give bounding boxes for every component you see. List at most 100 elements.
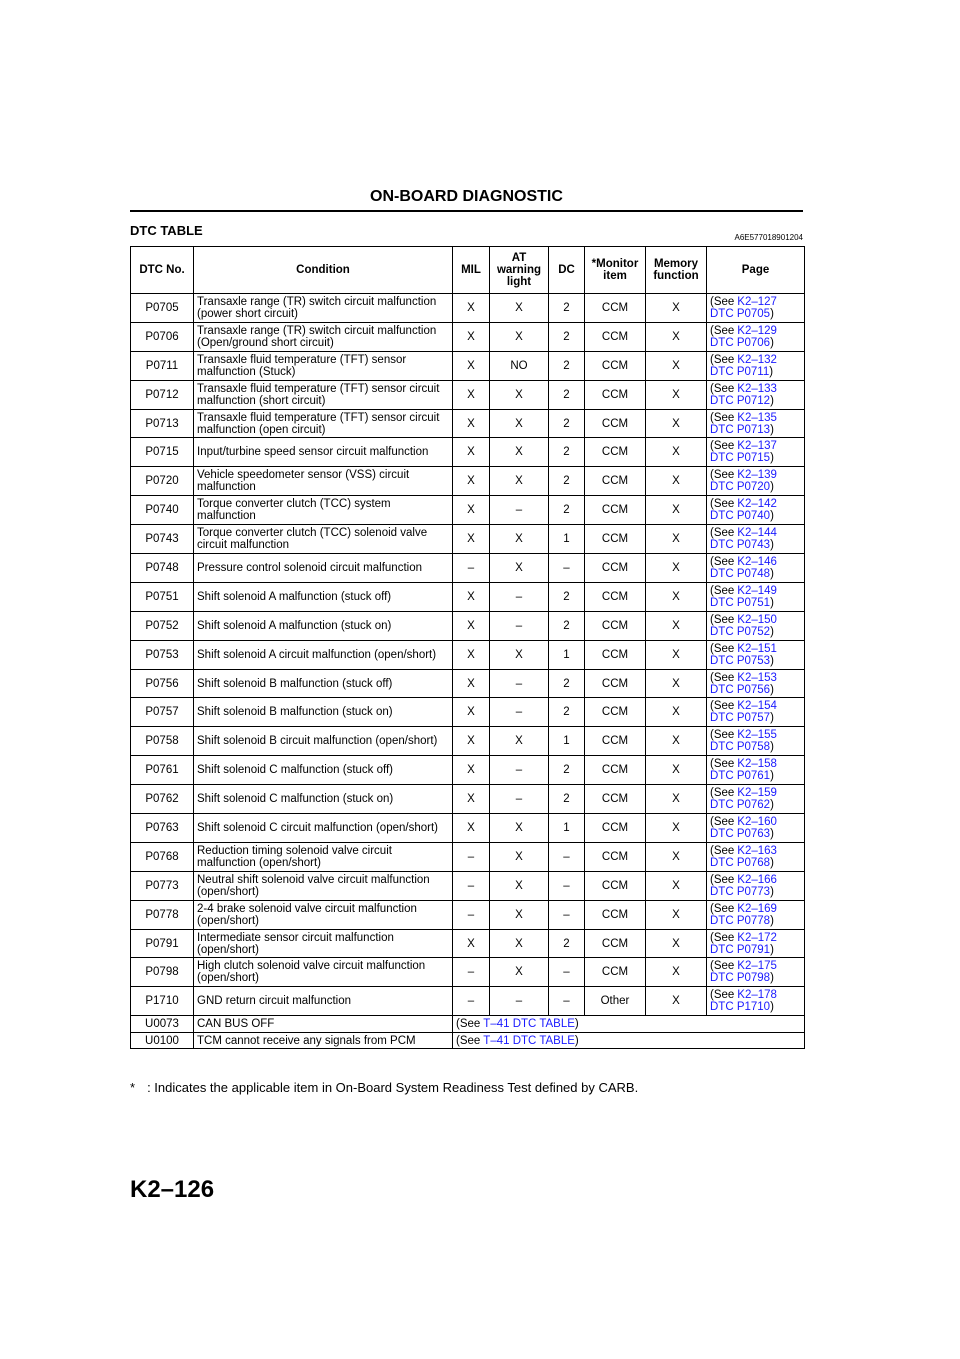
page-link[interactable]: K2–127 — [737, 295, 777, 308]
table-row: P0757 Shift solenoid B malfunction (stuck… — [130, 697, 805, 728]
page-link[interactable]: K2–149 — [737, 584, 777, 597]
condition-cell: Transaxle fluid temperature (TFT) sensor… — [193, 379, 453, 410]
value-cell: 1 — [548, 813, 585, 843]
page-link[interactable]: DTC P0705 — [710, 307, 771, 320]
page-link[interactable]: DTC P0748 — [710, 567, 771, 580]
value-cell: – — [489, 610, 549, 641]
page-link[interactable]: K2–137 — [737, 440, 777, 453]
page-link[interactable]: K2–151 — [737, 642, 777, 655]
dtc-cell: P0758 — [130, 726, 194, 757]
page-link[interactable]: DTC P0740 — [710, 510, 771, 523]
value-cell: X — [645, 293, 707, 323]
page-link[interactable]: K2–135 — [737, 411, 777, 424]
page-link[interactable]: K2–159 — [737, 787, 777, 800]
value-cell: X — [489, 293, 549, 323]
page-link[interactable]: DTC P0712 — [710, 394, 771, 407]
page-link[interactable]: DTC P0768 — [710, 856, 771, 869]
page-link[interactable]: DTC P0756 — [710, 683, 771, 696]
table-row: P0740 Torque converter clutch (TCC) syste… — [130, 495, 805, 526]
value-cell: – — [548, 899, 585, 930]
page-link[interactable]: K2–144 — [737, 527, 777, 540]
page-link[interactable]: T–41 DTC TABLE — [483, 1034, 575, 1047]
page-link[interactable]: DTC P0751 — [710, 596, 771, 609]
page-link[interactable]: K2–142 — [737, 498, 777, 511]
dtc-cell: P0743 — [130, 524, 194, 555]
page-link[interactable]: K2–158 — [737, 758, 777, 771]
see-suffix: ) — [770, 481, 774, 494]
page-link[interactable]: K2–153 — [737, 671, 777, 684]
page-link[interactable]: K2–146 — [737, 555, 777, 568]
page-link[interactable]: K2–175 — [737, 960, 777, 973]
dtc-cell: P0753 — [130, 639, 194, 670]
page-link[interactable]: DTC P0715 — [710, 452, 771, 465]
dtc-cell: U0073 — [130, 1015, 194, 1033]
table-row: P0715 Input/turbine speed sensor circuit … — [130, 437, 805, 468]
page-link[interactable]: K2–172 — [737, 931, 777, 944]
page-link[interactable]: K2–129 — [737, 324, 777, 337]
see-prefix: (See — [710, 787, 735, 800]
page-link[interactable]: K2–133 — [737, 382, 777, 395]
page-link[interactable]: K2–163 — [737, 844, 777, 857]
value-cell: X — [645, 957, 707, 988]
page-link[interactable]: K2–132 — [737, 353, 777, 366]
dtc-cell: P0768 — [130, 841, 194, 872]
page-cell: (See K2–172 DTC P0791) — [706, 928, 805, 959]
value-cell: X — [452, 784, 490, 815]
page-link[interactable]: DTC P0743 — [710, 539, 771, 552]
page-cell: (See K2–160 DTC P0763) — [706, 813, 805, 843]
condition-cell: Transaxle range (TR) switch circuit malf… — [193, 293, 453, 323]
page-link[interactable]: DTC P0752 — [710, 625, 771, 638]
page-cell: (See K2–135 DTC P0713) — [706, 408, 805, 439]
table-row: P0751 Shift solenoid A malfunction (stuck… — [130, 581, 805, 612]
page-cell: (See K2–175 DTC P0798) — [706, 957, 805, 988]
value-cell: – — [452, 899, 490, 930]
value-cell: X — [489, 379, 549, 410]
page-link[interactable]: DTC P0720 — [710, 481, 771, 494]
page-link[interactable]: K2–178 — [737, 989, 777, 1002]
value-cell: X — [645, 408, 707, 439]
page-link[interactable]: DTC P0706 — [710, 336, 771, 349]
page-link[interactable]: DTC P0773 — [710, 885, 771, 898]
page-link[interactable]: K2–155 — [737, 729, 777, 742]
column-header: MIL — [452, 246, 490, 294]
condition-cell: Transaxle range (TR) switch circuit malf… — [193, 321, 453, 352]
dtc-cell: P0773 — [130, 870, 194, 901]
page-link[interactable]: DTC P0762 — [710, 799, 771, 812]
dtc-cell: P0761 — [130, 755, 194, 786]
dtc-cell: P0778 — [130, 899, 194, 930]
see-suffix: ) — [770, 654, 774, 667]
value-cell: – — [489, 697, 549, 728]
page-link[interactable]: K2–154 — [737, 700, 777, 713]
condition-cell: Reduction timing solenoid valve circuit … — [193, 841, 453, 872]
see-prefix: (See — [710, 440, 735, 453]
page-link[interactable]: K2–139 — [737, 469, 777, 482]
column-header: Condition — [193, 246, 453, 294]
page-link[interactable]: K2–150 — [737, 613, 777, 626]
page-link[interactable]: K2–166 — [737, 873, 777, 886]
dtc-cell: P0756 — [130, 668, 194, 699]
see-prefix: (See — [710, 469, 735, 482]
page-link[interactable]: DTC P0761 — [710, 770, 771, 783]
page-link[interactable]: DTC P0791 — [710, 943, 771, 956]
table-row: P0762 Shift solenoid C malfunction (stuck… — [130, 784, 805, 815]
page-link[interactable]: DTC P1710 — [710, 1001, 771, 1014]
page-link[interactable]: DTC P0711 — [710, 365, 770, 378]
condition-cell: 2-4 brake solenoid valve circuit malfunc… — [193, 899, 453, 930]
see-prefix: (See — [710, 411, 735, 424]
page-cell: (See K2–169 DTC P0778) — [706, 899, 805, 930]
page-link[interactable]: T–41 DTC TABLE — [483, 1018, 575, 1031]
page-link[interactable]: DTC P0753 — [710, 654, 771, 667]
page-link[interactable]: DTC P0758 — [710, 741, 771, 754]
page-link[interactable]: DTC P0763 — [710, 827, 771, 840]
page-link[interactable]: K2–169 — [737, 902, 777, 915]
table-row: P0758 Shift solenoid B circuit malfunctio… — [130, 726, 805, 757]
table-row: P0743 Torque converter clutch (TCC) solen… — [130, 524, 805, 555]
page-link[interactable]: K2–160 — [737, 815, 777, 828]
page-link[interactable]: DTC P0713 — [710, 423, 771, 436]
condition-cell: Shift solenoid B malfunction (stuck off) — [193, 668, 453, 699]
value-cell: X — [452, 668, 490, 699]
page-link[interactable]: DTC P0757 — [710, 712, 771, 725]
page-link[interactable]: DTC P0778 — [710, 914, 771, 927]
page-link[interactable]: DTC P0798 — [710, 972, 771, 985]
value-cell: 2 — [548, 928, 585, 959]
